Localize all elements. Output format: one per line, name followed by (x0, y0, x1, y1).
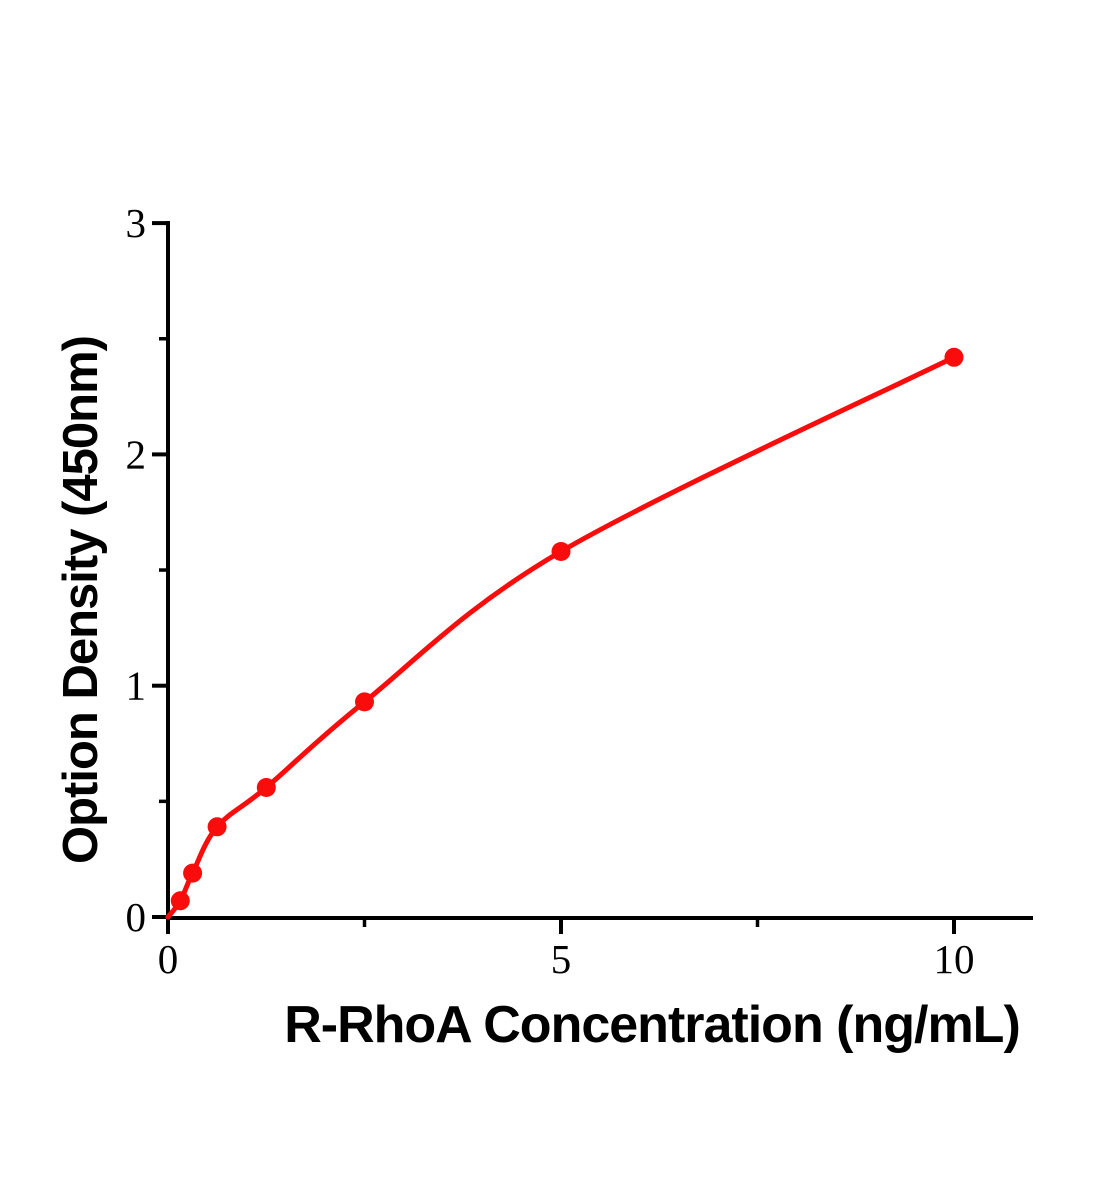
y-axis-title: Option Density (450nm) (54, 336, 108, 864)
data-point (551, 542, 571, 561)
data-point (355, 692, 374, 712)
x-tick-label: 5 (551, 936, 572, 982)
data-point (256, 778, 276, 797)
y-tick-label: 0 (126, 894, 147, 940)
y-tick-label: 3 (126, 200, 147, 246)
data-series (165, 347, 964, 920)
x-tick-label: 0 (158, 936, 179, 982)
x-axis-title: R-RhoA Concentration (ng/mL) (284, 996, 1020, 1054)
y-tick-label: 1 (126, 663, 147, 709)
data-point (944, 347, 964, 367)
axes (152, 221, 1033, 934)
fit-curve (165, 354, 957, 920)
data-point (170, 891, 190, 911)
data-point (183, 863, 203, 883)
data-point (207, 817, 227, 837)
x-tick-label: 10 (934, 936, 975, 982)
tick-labels: 0 1 2 3 0 5 10 (126, 200, 975, 982)
y-tick-label: 2 (126, 431, 147, 477)
